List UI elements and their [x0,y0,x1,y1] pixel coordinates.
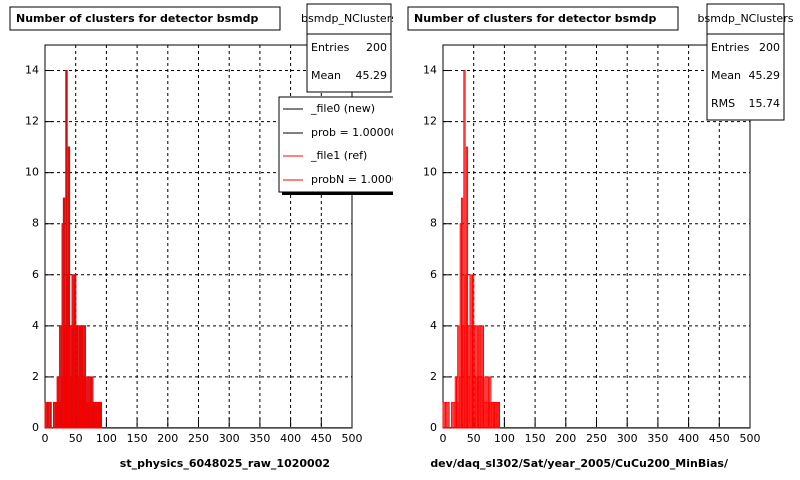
stats-label: Mean [711,69,741,82]
y-tick-label: 8 [32,217,39,230]
x-tick-label: 500 [342,432,363,445]
x-tick-label: 0 [42,432,49,445]
x-axis-label: dev/daq_sl302/Sat/year_2005/CuCu200_MinB… [430,457,729,470]
pad: 0 2 4 6 8 10 12 14 0 50 100 150 200 250 300 350 400 450 50… [407,3,794,470]
pad: 0 2 4 6 8 10 12 14 0 50 100 150 200 250 300 350 400 450 50… [9,3,406,470]
title-box [9,6,281,31]
x-tick-label: 300 [219,432,240,445]
x-tick-label: 200 [555,432,576,445]
y-tick-label: 2 [430,370,437,383]
y-tick-label: 14 [423,64,437,77]
stats-value: 45.29 [749,69,781,82]
x-tick-label: 500 [740,432,761,445]
stats-value: 45.29 [356,69,388,82]
y-tick-label: 8 [430,217,437,230]
stats-label: Mean [311,69,341,82]
x-tick-label: 100 [494,432,515,445]
stats-value: 200 [759,41,780,54]
stats-label: RMS [711,97,735,110]
y-tick-label: 4 [430,319,437,332]
stats-value: 15.74 [749,97,781,110]
x-tick-label: 400 [280,432,301,445]
y-tick-label: 0 [430,421,437,434]
y-tick-label: 0 [32,421,39,434]
x-tick-label: 450 [709,432,730,445]
stats-title: bsmdp_NClusters [698,12,794,25]
x-tick-label: 350 [647,432,668,445]
stats-box [306,3,392,93]
x-tick-label: 200 [157,432,178,445]
x-tick-label: 150 [127,432,148,445]
stats-box [706,3,785,121]
chart-title: Number of clusters for detector bsmdp [16,12,258,25]
title-box [407,6,679,31]
y-tick-label: 4 [32,319,39,332]
x-tick-label: 250 [188,432,209,445]
x-tick-label: 450 [311,432,332,445]
legend-note: probN = 1.00000 [311,173,406,186]
stats-label: Entries [711,41,750,54]
x-tick-label: 150 [525,432,546,445]
x-tick-label: 300 [617,432,638,445]
y-tick-label: 10 [25,166,39,179]
legend-label: _file1 (ref) [310,149,367,162]
legend-label: _file0 (new) [310,102,375,115]
legend-note: prob = 1.000000 [311,126,405,139]
legend-box [278,96,393,193]
y-tick-label: 10 [423,166,437,179]
x-tick-label: 50 [467,432,481,445]
y-tick-label: 12 [25,115,39,128]
stats-value: 200 [366,41,387,54]
y-tick-label: 12 [423,115,437,128]
y-tick-label: 14 [25,64,39,77]
x-tick-label: 0 [440,432,447,445]
y-tick-label: 6 [32,268,39,281]
stats-label: Entries [311,41,350,54]
y-tick-label: 6 [430,268,437,281]
x-tick-label: 250 [586,432,607,445]
y-tick-label: 2 [32,370,39,383]
stats-title: bsmdp_NClusters [301,12,397,25]
x-tick-label: 100 [96,432,117,445]
x-tick-label: 350 [249,432,270,445]
x-axis-label: st_physics_6048025_raw_1020002 [120,457,330,470]
x-tick-label: 50 [69,432,83,445]
chart-title: Number of clusters for detector bsmdp [414,12,656,25]
x-tick-label: 400 [678,432,699,445]
